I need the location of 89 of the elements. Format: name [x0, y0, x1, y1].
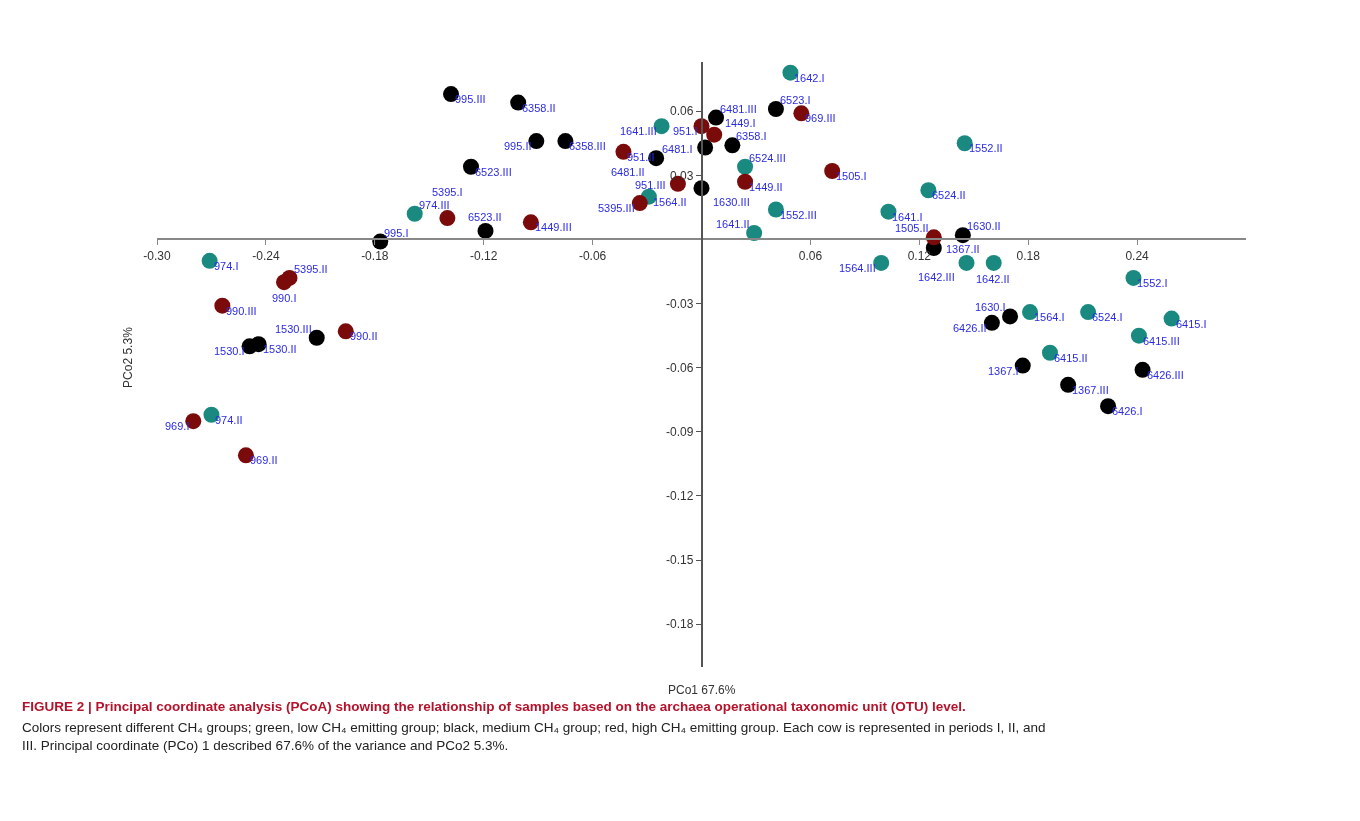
annotation: 1552.I: [1137, 277, 1168, 289]
annotation: 6524.II: [932, 189, 966, 201]
annotation: 974.I: [214, 260, 239, 272]
annotation: 1642.I: [794, 72, 825, 84]
annotation: 1449.I: [725, 117, 756, 129]
annotation: 1530.III: [275, 323, 312, 335]
annotation: 1367.II: [946, 243, 980, 255]
annotation: 1552.II: [969, 142, 1003, 154]
annotation: 990.I: [272, 292, 297, 304]
annotation: 6523.III: [475, 166, 512, 178]
annotation: 6358.III: [569, 140, 606, 152]
annotation: 6524.I: [1092, 311, 1123, 323]
annotation: 6524.III: [749, 152, 786, 164]
annotation: 1530.II: [263, 343, 297, 355]
annotation: 969.III: [805, 112, 836, 124]
annotation: 6358.II: [522, 102, 556, 114]
point: [958, 254, 975, 271]
text: Colors represent different CH₄ groups; green, low CH₄ emitting group; black, medium CH₄ group; red, high CH₄ emitting group. Each cow is represented in periods I, II, and III. Principal coordinate (PCo) 1 described 67.6% of the variance and PCo2 5.3%.: [22, 720, 1046, 753]
annotation: 1630.I: [975, 301, 1006, 313]
annotation: 1449.II: [749, 181, 783, 193]
annotation: 6426.II: [953, 322, 987, 334]
annotation: 974.II: [215, 414, 243, 426]
annotation: 6481.II: [611, 166, 645, 178]
annotation: 974.III: [419, 199, 450, 211]
annotation: 1449.III: [535, 221, 572, 233]
annotation: 1564.III: [839, 262, 876, 274]
point: [439, 210, 456, 227]
annotation: 1564.II: [653, 196, 687, 208]
annotation: 1552.III: [780, 209, 817, 221]
annotation: 6523.II: [468, 211, 502, 223]
annotation: 6481.III: [720, 103, 757, 115]
annotation: 5395.III: [598, 202, 635, 214]
annotation: 6523.I: [780, 94, 811, 106]
annotation: 1641.III: [620, 125, 657, 137]
x-axis-title: PCo1 67.6%: [668, 683, 736, 697]
x-tick-label: -0.12: [470, 248, 498, 263]
x-tick-label: -0.24: [252, 248, 280, 263]
annotation: 951.III: [635, 179, 666, 191]
annotation: 6415.II: [1054, 352, 1088, 364]
annotation: 969.I: [165, 420, 190, 432]
y-tick-label: 0.06: [669, 104, 694, 119]
annotation: 6415.I: [1176, 318, 1207, 330]
annotation: 6481.I: [662, 143, 693, 155]
annotation: 1642.III: [918, 271, 955, 283]
x-tick-label: 0.06: [798, 248, 823, 263]
x-tick-label: 0.12: [907, 248, 932, 263]
y-tick-label: -0.09: [665, 425, 694, 440]
y-tick-label: 0.03: [669, 168, 694, 183]
annotation: 995.III: [455, 93, 486, 105]
annotation: 1505.II: [895, 222, 929, 234]
annotation: 1642.II: [976, 273, 1010, 285]
annotation: 1367.I: [988, 365, 1019, 377]
annotation: 1630.II: [967, 220, 1001, 232]
y-tick-label: -0.12: [665, 489, 694, 504]
y-tick-label: -0.03: [665, 296, 694, 311]
point: [276, 274, 293, 291]
annotation: 1641.II: [716, 218, 750, 230]
annotation: 1505.I: [836, 170, 867, 182]
annotation: 1641.I: [892, 211, 923, 223]
x-tick-label: -0.06: [578, 248, 607, 263]
annotation: 1367.III: [1072, 384, 1109, 396]
annotation: 5395.I: [432, 186, 463, 198]
point: [873, 254, 890, 271]
annotation: 1564.I: [1034, 311, 1065, 323]
annotation: 6358.I: [736, 130, 767, 142]
annotation: 5395.II: [294, 263, 328, 275]
annotation: 995.I: [384, 227, 409, 239]
annotation: 6426.III: [1147, 369, 1184, 381]
annotation: 6426.I: [1112, 405, 1143, 417]
annotation: 951.I: [673, 125, 698, 137]
annotation: 990.III: [226, 305, 257, 317]
y-axis-title: PCo2 5.3%: [120, 326, 135, 388]
annotation: 969.II: [250, 454, 278, 466]
point: [706, 126, 723, 143]
y-tick-label: -0.06: [665, 360, 694, 375]
x-tick-label: 0.18: [1016, 248, 1041, 263]
point: [985, 254, 1002, 271]
annotation: 990.II: [350, 330, 378, 342]
y-tick-label: -0.15: [665, 553, 694, 568]
annotation: 1630.III: [713, 196, 750, 208]
annotation: 6415.III: [1143, 335, 1180, 347]
y-tick-label: -0.18: [665, 617, 694, 632]
x-tick-label: -0.30: [143, 248, 171, 263]
x-tick-label: -0.18: [361, 248, 389, 263]
x-tick-label: 0.24: [1125, 248, 1150, 263]
point: [477, 222, 494, 239]
annotation: 995.II: [504, 140, 532, 152]
annotation: 1530.I: [214, 345, 245, 357]
text: FIGURE 2 | Principal coordinate analysis (PCoA) showing the relationship of samples based on the archaea operational taxonomic unit (OTU) level.: [22, 699, 966, 714]
